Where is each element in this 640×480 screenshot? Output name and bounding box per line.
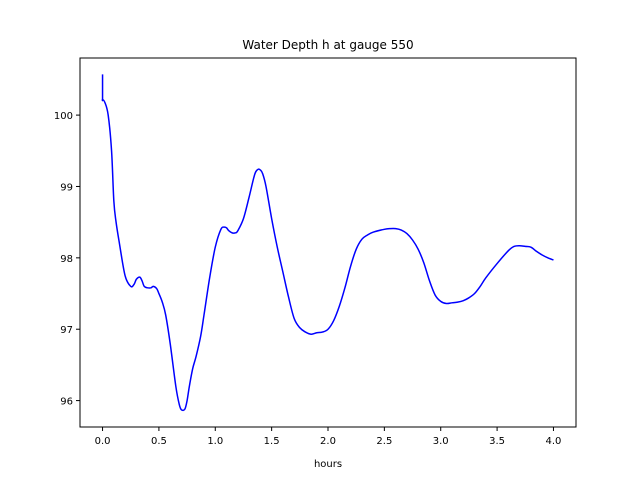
x-tick-label: 0.5	[151, 436, 167, 447]
y-tick-label: 100	[54, 111, 73, 122]
x-tick-label: 2.0	[320, 436, 336, 447]
y-tick-label: 96	[60, 397, 73, 408]
y-tick-label: 97	[60, 325, 73, 336]
plot-frame	[79, 57, 577, 428]
x-tick-label: 3.0	[433, 436, 449, 447]
x-tick-label: 1.0	[207, 436, 223, 447]
x-axis-label: hours	[314, 459, 342, 470]
y-tick-label: 98	[60, 254, 73, 265]
series-line-water-depth	[101, 74, 554, 412]
y-axis-ticks: 96 97 98 99 100	[54, 111, 80, 408]
x-tick-label: 1.5	[264, 436, 280, 447]
chart-title: Water Depth h at gauge 550	[242, 38, 413, 52]
y-tick-label: 99	[60, 182, 73, 193]
x-tick-label: 3.5	[489, 436, 505, 447]
x-tick-label: 4.0	[546, 436, 562, 447]
x-tick-label: 0.0	[95, 436, 111, 447]
x-axis-ticks: 0.0 0.5 1.0 1.5 2.0 2.5 3.0 3.5 4.0	[95, 427, 562, 447]
x-tick-label: 2.5	[376, 436, 392, 447]
